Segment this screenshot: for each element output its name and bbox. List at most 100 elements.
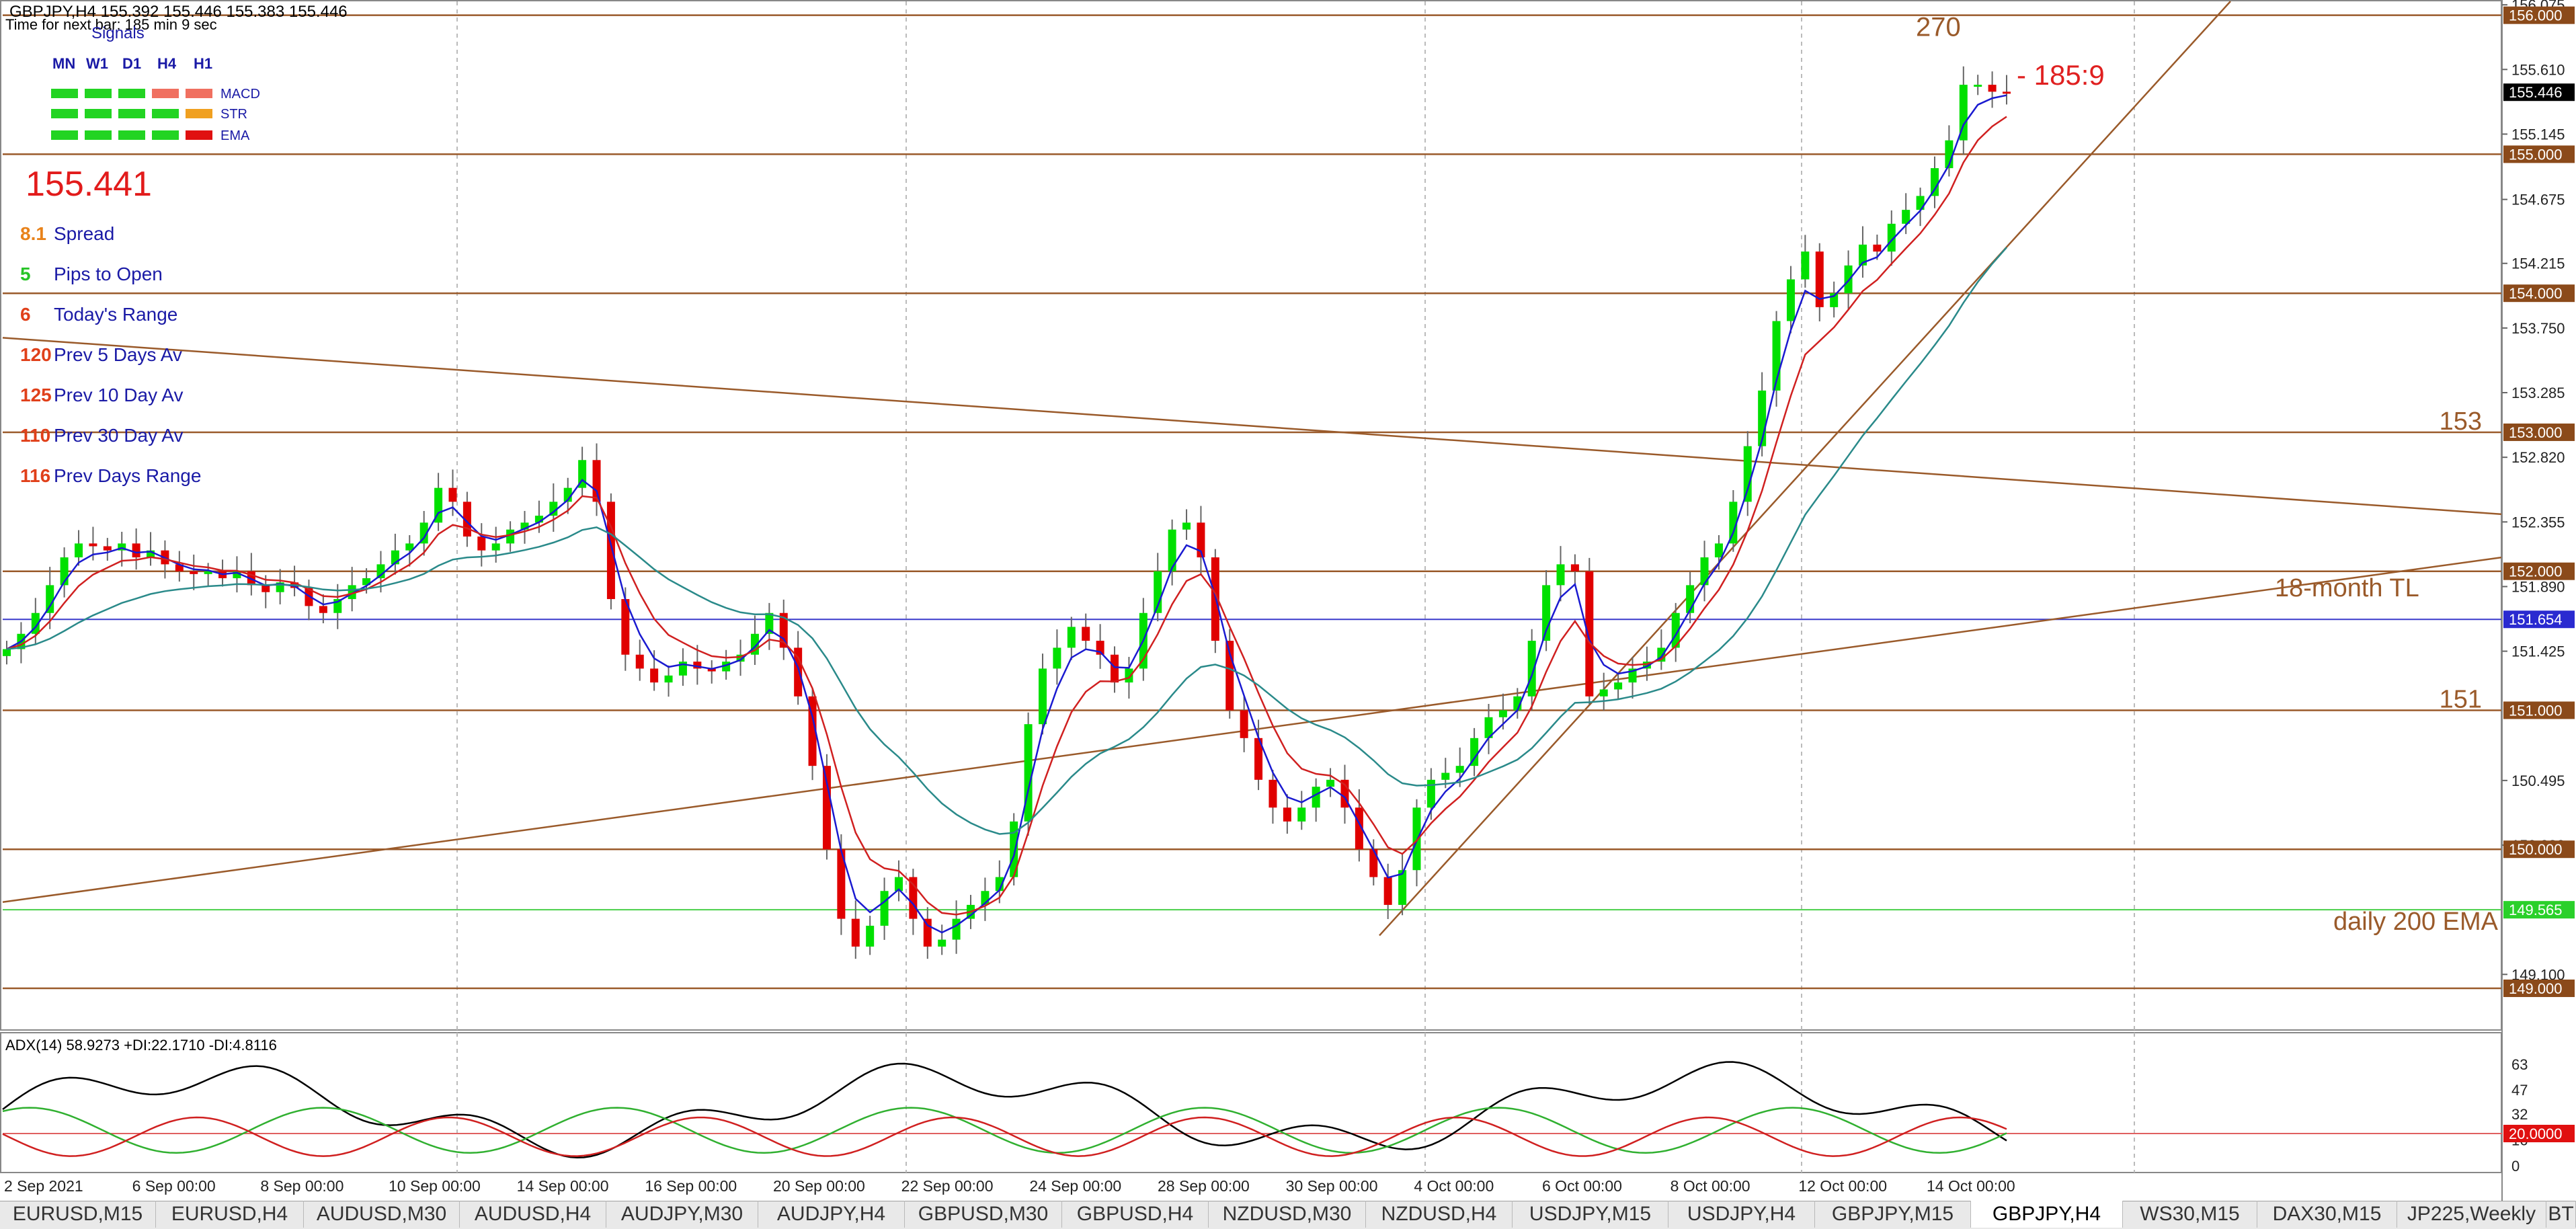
adx-axis-tick: 32 [2511,1106,2528,1123]
candle-body [1182,522,1191,530]
candle-body [866,925,875,947]
adx-line [2,1061,2007,1159]
time-axis-label: 4 Oct 00:00 [1414,1177,1494,1195]
price-tick-label: 150.495 [2511,772,2565,789]
chart-tab[interactable]: WS30,M15 [2123,1201,2257,1228]
candle-body [1197,522,1205,558]
candle-body [1269,779,1277,808]
chart-tab[interactable]: BT [2546,1201,2576,1228]
candle-body [1498,710,1507,717]
chart-tab[interactable]: GBPUSD,M30 [905,1201,1062,1228]
time-axis-label: 12 Oct 00:00 [1798,1177,1887,1195]
chart-tab[interactable]: NZDUSD,M30 [1209,1201,1366,1228]
candle-body [1714,543,1723,558]
price-tick-label: 151.890 [2511,578,2565,595]
chart-tab[interactable]: GBPJPY,M15 [1815,1201,1971,1228]
chart-tab[interactable]: JP225,Weekly [2397,1201,2546,1228]
chart-area[interactable]: 156.075155.610155.145154.675154.215153.7… [0,0,2576,1201]
price-tick-label: 152.355 [2511,514,2565,530]
time-axis-label: 22 Sep 00:00 [901,1177,994,1195]
candle-body [606,502,615,600]
candle-body [837,849,846,919]
chart-tab[interactable]: NZDUSD,H4 [1366,1201,1513,1228]
ascending-trendline [1379,1,2231,937]
price-tick-label: 153.285 [2511,385,2565,401]
signal-cell [51,89,78,98]
signal-cell [152,130,179,140]
adx-title: ADX(14) 58.9273 +DI:22.1710 -DI:4.8116 [5,1037,277,1054]
candle-body [707,668,716,672]
symbol-price-header: GBPJPY,H4 155.392 155.446 155.383 155.44… [9,3,348,21]
chart-tab[interactable]: EURUSD,H4 [156,1201,304,1228]
candle-body [736,654,745,662]
chart-tab[interactable]: AUDUSD,M30 [304,1201,460,1228]
candle-body [693,662,702,669]
candle-body [1700,557,1709,586]
time-axis-label: 30 Sep 00:00 [1286,1177,1378,1195]
candle-body [204,571,212,574]
stat-label: Prev Days Range [54,465,202,486]
chart-tab[interactable]: DAX30,M15 [2257,1201,2397,1228]
candle-body [46,585,54,613]
candle-body [1082,627,1090,641]
main-chart-frame [0,0,2502,1031]
candle-body [923,918,932,947]
candle-body [1887,223,1896,252]
adx-threshold-tag-bg [2503,1125,2575,1142]
candle-body [1369,849,1378,877]
candle-body [1570,564,1579,571]
time-axis-label: 14 Sep 00:00 [517,1177,609,1195]
ema-price-tag-bg [2503,901,2575,919]
chart-tab[interactable]: AUDJPY,M30 [606,1201,758,1228]
candle-body [434,487,443,523]
candle-body [1642,662,1651,669]
price-axis-bg [2502,0,2576,1201]
blue-line-price-tag-bg [2503,610,2575,629]
candle-body [779,612,788,648]
level-price-tag: 149.000 [2509,980,2563,997]
ema-fast-line [6,94,2007,934]
chart-tab[interactable]: USDJPY,H4 [1668,1201,1815,1228]
candle-body [261,585,270,592]
candle-body [1815,251,1824,307]
chart-tab[interactable]: AUDJPY,H4 [758,1201,905,1228]
candle-body [1599,689,1608,697]
candle-body [1858,244,1867,266]
candle-body [1039,668,1047,725]
stat-label: Prev 10 Day Av [54,385,184,405]
signal-row-label: STR [220,107,247,122]
stat-value: 8.1 [20,223,46,244]
price-tick-label: 154.215 [2511,255,2565,272]
candle-body [1844,265,1853,294]
chart-tab[interactable]: EURUSD,M15 [0,1201,156,1228]
candle-body [1729,502,1738,544]
signal-column-mn: MN [52,55,76,72]
signal-cell [85,89,112,98]
candle-body [1974,85,1982,87]
chart-tab[interactable]: USDJPY,M15 [1513,1201,1668,1228]
price-tick-label: 152.820 [2511,449,2565,466]
candle-body [305,588,313,606]
candle-body [635,654,644,669]
chart-tab[interactable]: GBPUSD,H4 [1062,1201,1209,1228]
candle-body [2003,91,2011,94]
stat-label: Today's Range [54,304,178,325]
candle-body [952,918,961,940]
signal-column-h4: H4 [157,55,177,72]
signal-column-h1: H1 [194,55,213,72]
signal-column-d1: D1 [122,55,142,72]
candle-body [1067,627,1076,648]
level-price-tag-bg [2503,562,2575,580]
signal-cell [118,89,145,98]
candle-body [1455,766,1464,773]
blue-line-price-tag: 151.654 [2509,611,2563,628]
chart-tab[interactable]: AUDUSD,H4 [460,1201,606,1228]
time-axis-label: 20 Sep 00:00 [773,1177,865,1195]
signal-cell [51,109,78,118]
signal-cell [85,130,112,140]
candle-body [1556,564,1565,586]
candle-body [1873,244,1882,252]
candle-body [1297,807,1306,822]
chart-tab[interactable]: GBPJPY,H4 [1971,1201,2123,1228]
candle-body [103,546,112,551]
